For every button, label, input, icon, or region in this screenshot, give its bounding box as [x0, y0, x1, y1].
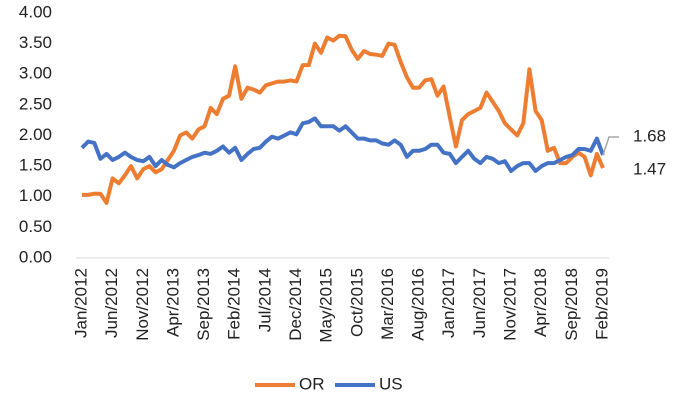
series-line	[82, 33, 605, 205]
x-tick-label: Apr/2018	[531, 268, 550, 337]
y-tick-label: 1.00	[19, 186, 52, 205]
x-tick-label: Oct/2015	[347, 268, 366, 337]
x-tick-label: Jan/2017	[439, 268, 458, 338]
leader-line	[602, 136, 619, 156]
x-tick-label: Dec/2014	[286, 268, 305, 341]
y-tick-label: 3.00	[19, 64, 52, 83]
x-tick-label: Aug/2016	[409, 268, 428, 341]
data-label: 1.47	[633, 159, 666, 178]
y-tick-label: 2.00	[19, 125, 52, 144]
x-tick-label: Feb/2019	[592, 268, 611, 340]
x-tick-label: Nov/2017	[501, 268, 520, 341]
y-tick-label: 3.50	[19, 33, 52, 52]
y-tick-label: 4.00	[19, 2, 52, 21]
legend-label: OR	[299, 374, 325, 393]
x-tick-label: Jul/2014	[255, 268, 274, 332]
data-label: 1.68	[633, 126, 666, 145]
x-tick-label: Nov/2012	[133, 268, 152, 341]
series-line	[80, 116, 605, 173]
x-tick-label: Mar/2016	[378, 268, 397, 340]
x-tick-label: Jun/2012	[102, 268, 121, 338]
x-tick-label: Sep/2018	[562, 268, 581, 341]
x-tick-label: Jun/2017	[470, 268, 489, 338]
legend-label: US	[379, 374, 403, 393]
x-tick-label: Sep/2013	[194, 268, 213, 341]
y-tick-label: 2.50	[19, 94, 52, 113]
x-tick-label: Apr/2013	[163, 268, 182, 337]
y-tick-label: 1.50	[19, 156, 52, 175]
x-tick-label: Feb/2014	[225, 268, 244, 340]
y-tick-label: 0.00	[19, 247, 52, 266]
x-tick-label: May/2015	[317, 268, 336, 343]
x-tick-label: Jan/2012	[71, 268, 90, 338]
y-tick-label: 0.50	[19, 217, 52, 236]
